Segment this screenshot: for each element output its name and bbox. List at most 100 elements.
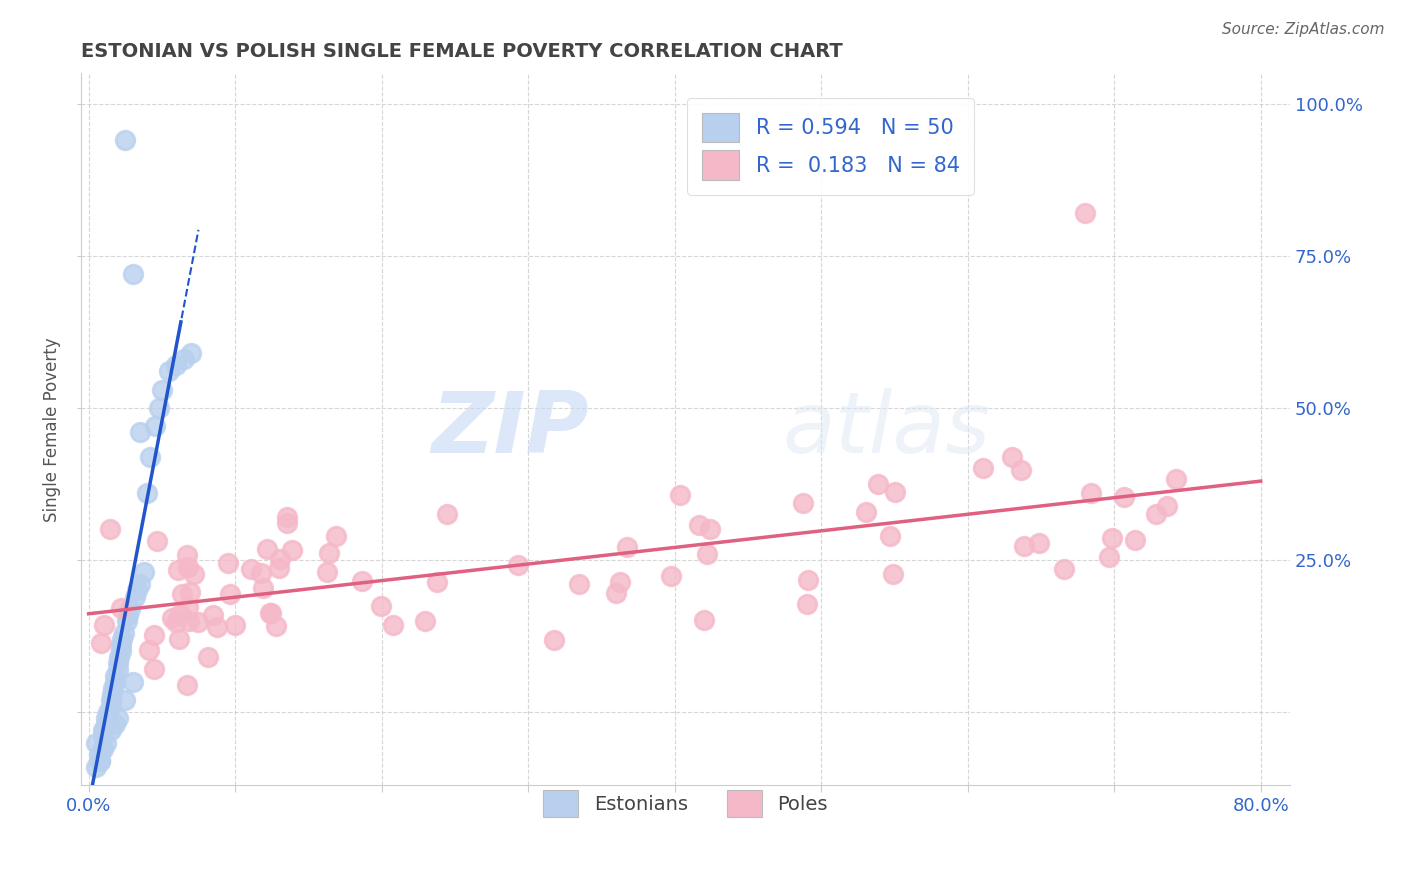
Point: [1098, 550, 1121, 565]
Point: [97, 705, 120, 719]
Point: [128, 425, 150, 440]
Point: [100, 693, 122, 707]
Point: [197, 649, 219, 664]
Point: [90, 635, 112, 649]
Point: [276, 510, 298, 524]
Point: [169, 632, 191, 647]
Point: [84, 760, 107, 774]
Point: [114, 133, 136, 147]
Point: [160, 611, 183, 625]
Point: [104, 668, 127, 682]
Point: [172, 587, 194, 601]
Point: [143, 662, 166, 676]
Point: [117, 607, 139, 622]
Point: [128, 577, 150, 591]
Point: [104, 717, 127, 731]
Point: [136, 486, 159, 500]
Point: [177, 614, 200, 628]
Point: [173, 352, 195, 367]
Point: [264, 619, 287, 633]
Point: [224, 618, 246, 632]
Point: [506, 558, 529, 573]
Point: [100, 522, 122, 536]
Point: [882, 566, 904, 581]
Point: [543, 632, 565, 647]
Text: ZIP: ZIP: [432, 388, 589, 471]
Point: [259, 606, 281, 620]
Point: [121, 267, 143, 281]
Point: [1000, 450, 1022, 464]
Point: [276, 516, 298, 530]
Point: [426, 575, 449, 590]
Point: [115, 614, 138, 628]
Point: [688, 518, 710, 533]
Point: [318, 546, 340, 560]
Point: [217, 556, 239, 570]
Point: [150, 383, 173, 397]
Point: [370, 599, 392, 613]
Point: [104, 674, 127, 689]
Point: [143, 419, 166, 434]
Point: [110, 644, 132, 658]
Point: [1012, 539, 1035, 553]
Point: [669, 488, 692, 502]
Point: [325, 529, 347, 543]
Point: [1053, 562, 1076, 576]
Point: [90, 741, 112, 756]
Point: [100, 699, 122, 714]
Point: [176, 548, 198, 562]
Point: [568, 577, 591, 591]
Point: [609, 574, 631, 589]
Text: Source: ZipAtlas.com: Source: ZipAtlas.com: [1222, 22, 1385, 37]
Point: [1123, 533, 1146, 548]
Point: [239, 562, 262, 576]
Point: [855, 505, 877, 519]
Point: [1144, 507, 1167, 521]
Point: [1074, 206, 1097, 220]
Point: [879, 529, 901, 543]
Point: [1156, 499, 1178, 513]
Point: [93, 618, 115, 632]
Point: [96, 711, 118, 725]
Point: [207, 620, 229, 634]
Point: [183, 566, 205, 581]
Point: [413, 614, 436, 628]
Point: [1080, 486, 1102, 500]
Point: [167, 563, 190, 577]
Text: ESTONIAN VS POLISH SINGLE FEMALE POVERTY CORRELATION CHART: ESTONIAN VS POLISH SINGLE FEMALE POVERTY…: [82, 42, 844, 61]
Point: [382, 618, 405, 632]
Point: [96, 735, 118, 749]
Point: [103, 681, 125, 695]
Point: [166, 359, 188, 373]
Point: [883, 484, 905, 499]
Point: [146, 534, 169, 549]
Point: [692, 613, 714, 627]
Point: [89, 754, 111, 768]
Point: [110, 638, 132, 652]
Point: [108, 650, 131, 665]
Point: [107, 711, 129, 725]
Point: [256, 541, 278, 556]
Point: [121, 674, 143, 689]
Point: [157, 364, 180, 378]
Point: [179, 584, 201, 599]
Point: [1010, 463, 1032, 477]
Point: [269, 552, 291, 566]
Point: [219, 587, 242, 601]
Point: [792, 496, 814, 510]
Point: [91, 730, 114, 744]
Point: [659, 569, 682, 583]
Point: [250, 566, 273, 581]
Point: [87, 747, 110, 762]
Point: [696, 547, 718, 561]
Point: [797, 574, 820, 588]
Point: [134, 566, 156, 580]
Point: [316, 565, 339, 579]
Point: [110, 601, 132, 615]
Point: [972, 460, 994, 475]
Point: [350, 574, 373, 588]
Point: [169, 607, 191, 622]
Point: [699, 522, 721, 536]
Point: [138, 642, 160, 657]
Point: [187, 615, 209, 629]
